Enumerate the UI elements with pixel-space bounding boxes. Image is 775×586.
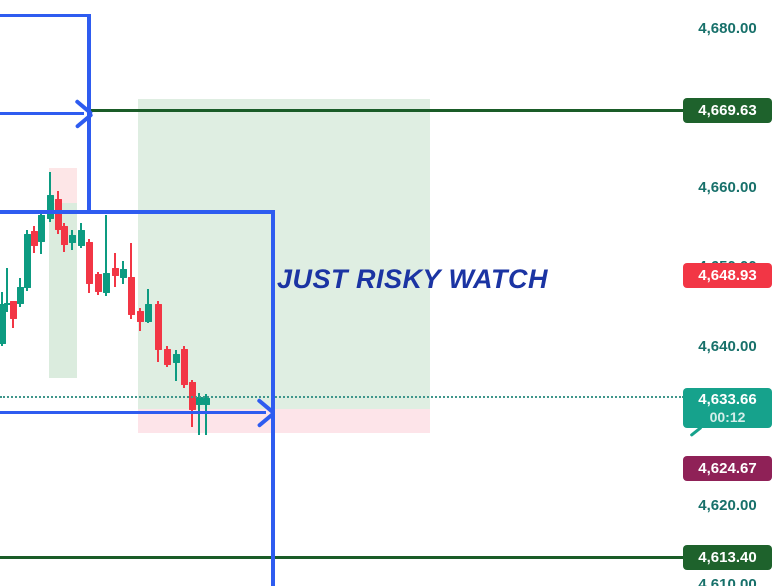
candlestick — [0, 304, 6, 345]
price-tick-label: 4,680.00 — [698, 19, 757, 37]
price-tick-label: 4,610.00 — [698, 576, 757, 586]
candlestick — [102, 273, 110, 294]
price-tick-label: 4,660.00 — [698, 178, 757, 196]
candlestick — [46, 194, 54, 220]
lower-arrow-line[interactable] — [0, 410, 266, 415]
badge-tail — [689, 425, 703, 437]
price-tick-label: 4,640.00 — [698, 337, 757, 355]
current-price-value: 4,633.66 — [698, 390, 757, 408]
price-badge: 4,648.93 — [683, 263, 772, 288]
candlestick — [16, 286, 24, 305]
text-annotation[interactable]: JUST RISKY WATCH — [277, 264, 549, 294]
box-bottom-edge[interactable] — [0, 210, 275, 214]
candlestick — [85, 241, 93, 285]
main-stop-zone[interactable] — [138, 409, 430, 433]
price-badge: 4,624.67 — [683, 455, 772, 481]
candlestick — [94, 274, 102, 292]
current-price-line[interactable] — [0, 395, 684, 398]
price-tick-label: 4,620.00 — [698, 496, 757, 514]
target-line-4669[interactable] — [89, 109, 684, 113]
candlestick — [127, 276, 135, 315]
candlestick — [119, 268, 127, 279]
current-price-badge: 4,633.66 00:12 — [683, 387, 772, 437]
candlestick — [77, 230, 85, 246]
box-top-edge[interactable] — [0, 13, 91, 18]
candlestick — [195, 397, 203, 405]
candlestick — [54, 198, 62, 231]
price-badge: 4,613.40 — [683, 545, 772, 571]
support-line-4613[interactable] — [0, 556, 684, 560]
candle-wick — [175, 349, 177, 382]
candlestick — [37, 215, 45, 242]
candlestick — [9, 301, 17, 320]
lower-arrow-head[interactable] — [252, 397, 274, 429]
upper-arrow-line[interactable] — [0, 111, 84, 116]
upper-arrow-head[interactable] — [70, 98, 92, 130]
price-badge: 4,669.63 — [683, 98, 772, 124]
candlestick — [202, 398, 210, 405]
candlestick — [111, 267, 119, 276]
candlestick — [68, 235, 76, 244]
candle-wick — [105, 214, 107, 297]
left-stop-zone[interactable] — [49, 168, 77, 203]
candlestick — [60, 226, 68, 245]
candlestick — [30, 231, 38, 246]
candlestick — [172, 353, 180, 364]
price-scale[interactable]: 4,680.004,660.004,650.004,640.004,620.00… — [682, 0, 775, 586]
candlestick — [23, 233, 31, 289]
bar-countdown-timer: 00:12 — [709, 408, 746, 425]
candlestick — [144, 304, 152, 322]
candlestick — [154, 304, 162, 350]
candlestick — [163, 348, 171, 365]
candle-wick — [6, 267, 8, 312]
candlestick — [3, 302, 11, 306]
candle-wick — [205, 394, 207, 435]
candlestick — [136, 310, 144, 322]
candlestick — [180, 348, 188, 385]
